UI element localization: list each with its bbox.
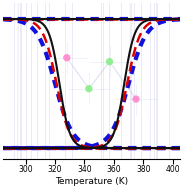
X-axis label: Temperature (K): Temperature (K): [55, 177, 128, 186]
Point: [134, 98, 137, 101]
Point: [87, 87, 90, 90]
Point: [108, 60, 111, 63]
Point: [65, 56, 68, 59]
